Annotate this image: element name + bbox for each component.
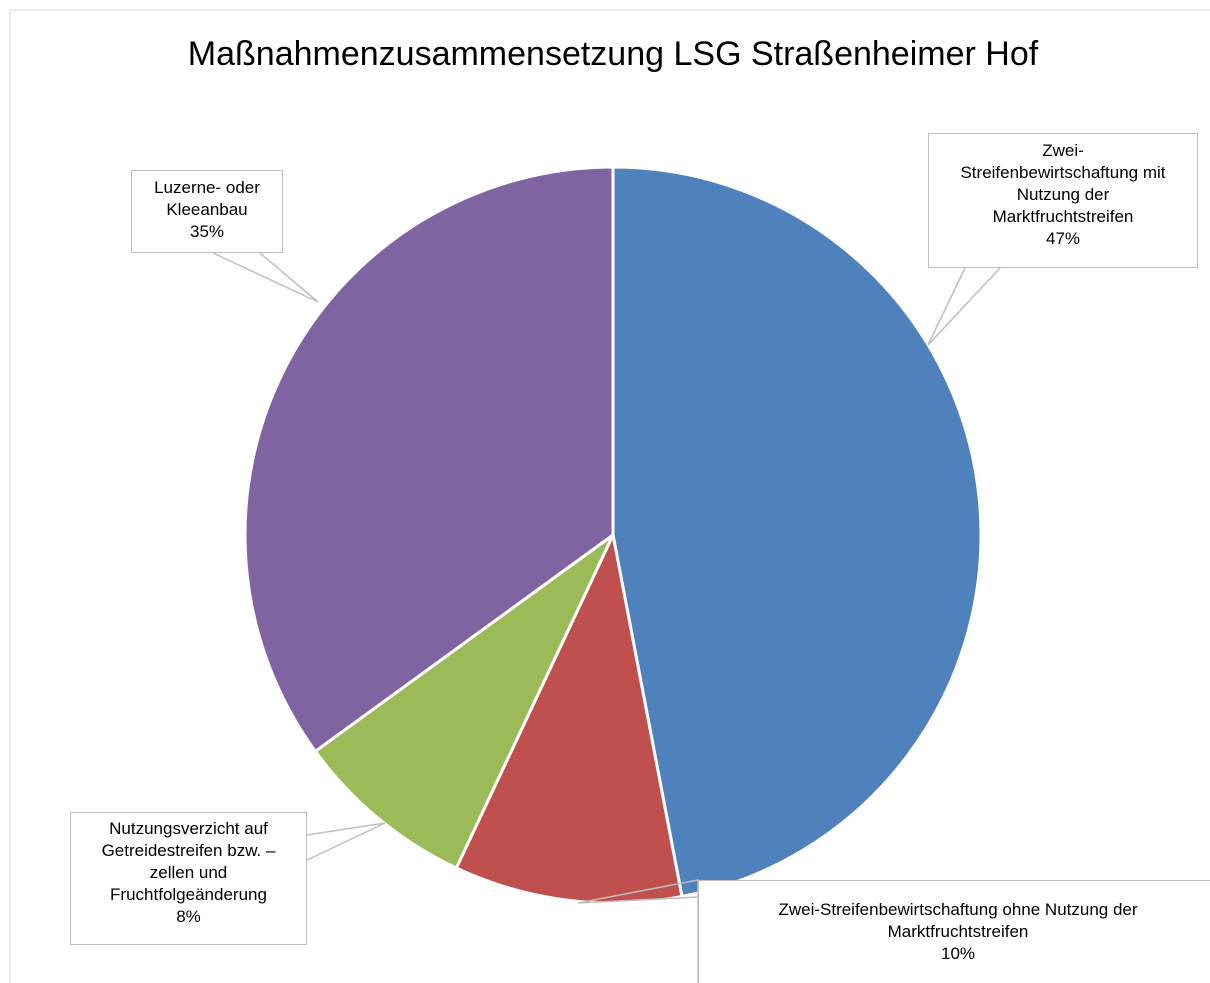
- value-label: 47%: [1045, 229, 1081, 248]
- chart-title: Maßnahmenzusammensetzung LSG Straßenheim…: [188, 35, 1039, 73]
- pie-slice: [611, 165, 983, 899]
- leader-line: [212, 252, 319, 303]
- leader-line: [306, 822, 386, 861]
- pie-slice: [313, 533, 615, 870]
- data-label: Nutzungsverzicht auf Getreidestreifen bz…: [70, 812, 307, 945]
- category-label: Zwei-Streifenbewirtschaftung mit Nutzung…: [960, 141, 1166, 226]
- value-label: 10%: [940, 944, 976, 963]
- category-label: Luzerne- oder Kleeanbau: [154, 178, 260, 219]
- pie: [243, 165, 983, 905]
- data-label: Zwei-Streifenbewirtschaftung ohne Nutzun…: [698, 880, 1210, 983]
- value-label: 8%: [176, 907, 201, 926]
- value-label: 35%: [189, 222, 225, 241]
- data-label: Luzerne- oder Kleeanbau 35%: [131, 170, 283, 253]
- pie-slice: [243, 165, 615, 754]
- category-label: Zwei-Streifenbewirtschaftung ohne Nutzun…: [778, 900, 1138, 941]
- leader-line: [927, 267, 1001, 346]
- data-label: Zwei-Streifenbewirtschaftung mit Nutzung…: [928, 133, 1198, 268]
- category-label: Nutzungsverzicht auf Getreidestreifen bz…: [101, 819, 276, 904]
